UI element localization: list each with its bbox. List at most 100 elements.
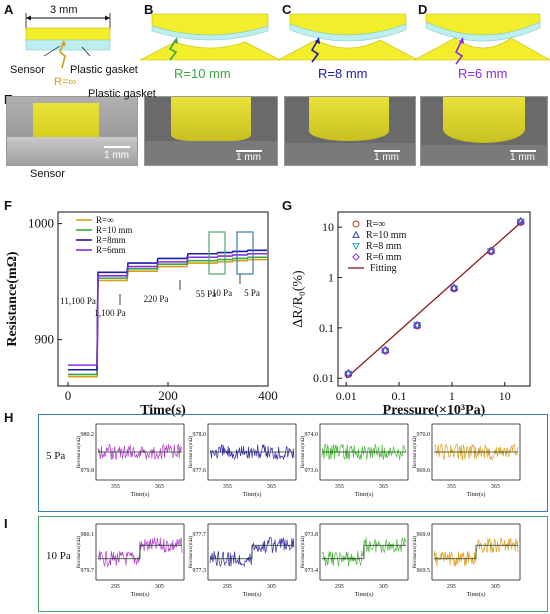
hi-ytick-label: 969.9 [417,532,431,538]
scalebar-4 [510,150,536,152]
f-legend-label: R=6mm [96,245,126,255]
hi-xtick-label: 295 [447,584,456,590]
scalebar-label-2: 1 mm [236,152,261,163]
scalebar-label-1: 1 mm [104,150,129,161]
f-series-line [68,249,267,371]
g-ytick-label: 1 [328,271,334,285]
hi-xtick-label: 295 [223,584,232,590]
f-xtick-label: 200 [158,388,178,403]
schematic-b [139,13,281,61]
g-point [487,246,496,254]
b-radius-label: R=10 mm [174,66,231,81]
hi-ytick-label: 979.7 [81,568,95,574]
g-point [344,369,353,378]
g-point [486,246,496,256]
g-point [450,283,459,291]
f-xtick-label: 400 [258,388,278,403]
photo-r8 [284,96,416,166]
g-point [381,347,390,356]
hi-ytick-label: 980.1 [81,532,95,538]
panel-label-g: G [282,198,293,213]
g-point [381,345,390,355]
hi-ytick-label: 980.2 [81,432,95,438]
panel-label-h: H [4,410,14,425]
photo-flat [6,96,138,166]
f-annotation: 5 Pa [244,288,260,298]
a-gasket-label: Plastic gasket [70,64,138,76]
schematic-c [277,13,419,63]
hi-xlabel: Time(s) [467,591,486,598]
scalebar-1 [104,146,130,148]
hi-fit-line [322,544,406,560]
panel-label-f: F [4,198,12,213]
g-xtick-label: 0.1 [392,389,407,403]
hi-fit-line [434,544,518,560]
g-ytick-label: 0.1 [319,321,334,335]
hi-xtick-label: 295 [111,584,120,590]
g-xtick-label: 0.01 [336,389,357,403]
f-legend-label: R=10 mm [96,225,132,235]
hi-ytick-label: 977.3 [193,568,207,574]
hi-xtick-label: 365 [379,484,388,490]
hi-subplot-frame [431,523,521,581]
hi-signal-line [97,443,182,460]
hi-subplot-frame [207,423,297,481]
e-gasket-label: Plastic gasket [88,88,156,100]
hi-ytick-label: 973.6 [305,468,319,474]
hi-ylabel: Resistance(mΩ) [77,436,82,469]
hi-xtick-label: 355 [447,484,456,490]
hi-xtick-label: 355 [223,484,232,490]
d-radius-label: R=6 mm [458,66,508,81]
hi-xtick-label: 305 [267,584,276,590]
g-plot-frame [337,211,531,387]
hi-ytick-label: 973.8 [305,532,319,538]
hi-xlabel: Time(s) [243,591,262,598]
hi-ytick-label: 969.5 [417,568,431,574]
hi-xlabel: Time(s) [467,491,486,498]
a-dimension-label: 3 mm [50,4,78,16]
f-annotation: 11,100 Pa [60,296,96,306]
g-xtick-label: 10 [499,389,511,403]
f-box-10pa [208,231,226,275]
f-series-line [68,252,267,366]
f-plot-frame [57,211,269,387]
hi-signal-line [97,537,183,568]
hi-ytick-label: 969.6 [417,468,431,474]
g-point [516,218,525,227]
hi-ylabel: Resistance(mΩ) [413,536,418,569]
a-radius-label: R=∞ [54,76,77,88]
f-legend-label: R=∞ [96,215,114,225]
scalebar-2 [236,150,262,152]
h-row-label: 5 Pa [46,450,65,462]
g-legend-marker [352,253,360,261]
hi-xlabel: Time(s) [355,491,374,498]
f-ylabel: Resistance(mΩ) [5,251,20,347]
hi-ytick-label: 977.6 [193,468,207,474]
panel-label-a: A [4,2,14,17]
hi-signal-line [209,444,295,461]
g-fit-line [345,220,524,379]
hi-xtick-label: 365 [155,484,164,490]
f-box-5pa [236,231,254,275]
hi-xlabel: Time(s) [131,591,150,598]
g-point [344,368,353,377]
hi-ylabel: Resistance(mΩ) [301,536,306,569]
hi-ytick-label: 973.4 [305,568,319,574]
hi-xtick-label: 295 [335,584,344,590]
hi-fit-line [98,544,182,560]
schematics [25,13,550,69]
f-annotation: 1,100 Pa [94,308,126,318]
g-xtick-label: 1 [449,389,455,403]
hi-subplot-frame [431,423,521,481]
hi-subplot-frame [207,523,297,581]
hi-xtick-label: 305 [491,584,500,590]
photo-r10 [144,96,278,166]
g-legend-marker [352,243,360,251]
f-annotation: 220 Pa [144,294,169,304]
g-point [449,283,459,293]
hi-ytick-label: 974.0 [305,432,319,438]
g-point [450,285,459,293]
f-ytick-label: 1000 [28,216,54,231]
g-legend-label: R=6 mm [366,252,402,263]
